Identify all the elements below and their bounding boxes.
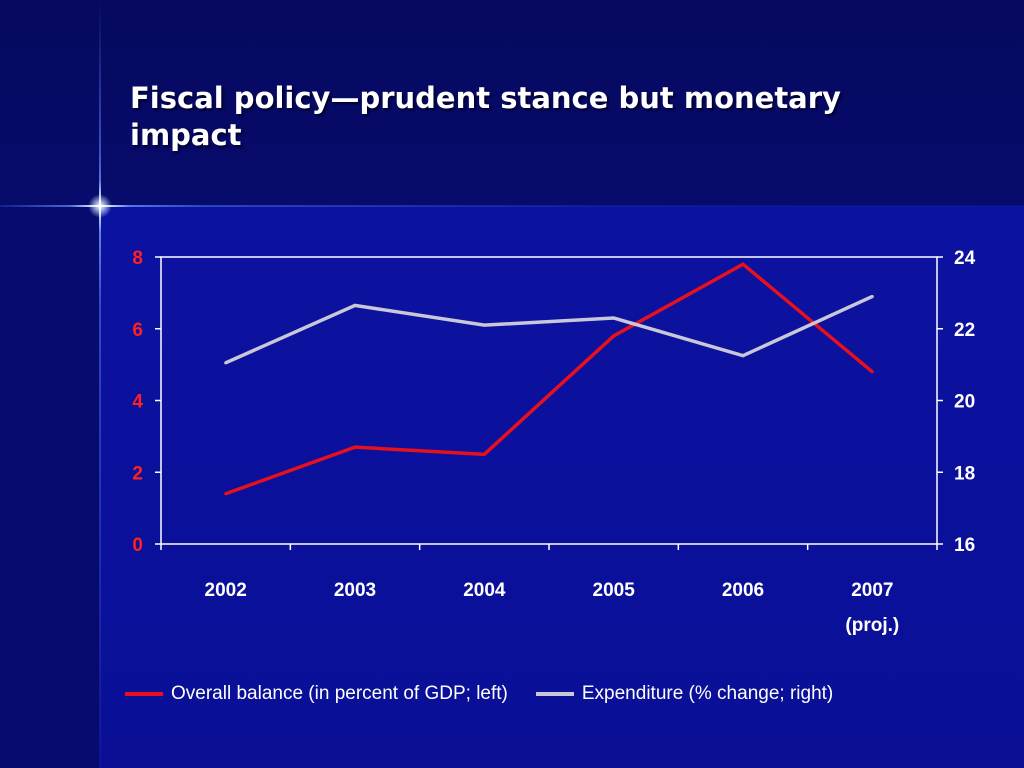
right-axis-tick-label: 24	[954, 248, 976, 269]
sparkle-horizontal-ray	[70, 205, 130, 207]
data-point-overall-balance	[482, 452, 486, 456]
decorative-vertical-line	[99, 0, 101, 768]
x-axis-tick-label: 2005	[593, 580, 636, 601]
right-axis-tick-label: 22	[954, 320, 975, 341]
right-axis-tick-label: 20	[954, 392, 975, 413]
data-point-expenditure	[741, 354, 745, 358]
content-panel	[100, 206, 1024, 768]
data-point-expenditure	[224, 361, 228, 365]
data-point-expenditure	[482, 323, 486, 327]
data-point-expenditure	[612, 316, 616, 320]
data-point-expenditure	[870, 294, 874, 298]
data-point-overall-balance	[224, 492, 228, 496]
data-point-overall-balance	[870, 370, 874, 374]
legend-item-expenditure: Expenditure (% change; right)	[535, 683, 834, 705]
right-axis-tick-label: 16	[954, 535, 975, 556]
series-line-expenditure	[224, 294, 874, 365]
series-line-overall-balance	[225, 262, 874, 496]
left-axis-tick-label: 2	[132, 463, 143, 484]
x-axis-tick-label: 2003	[334, 580, 376, 601]
data-point-overall-balance	[612, 334, 616, 338]
plot-area-frame	[160, 256, 938, 545]
left-margin-band	[0, 206, 100, 768]
left-axis-tick-label: 8	[132, 248, 143, 269]
legend-swatch-red	[125, 692, 163, 696]
x-axis-tick-label: 2006	[722, 580, 764, 601]
data-point-overall-balance	[741, 262, 745, 266]
header-band	[0, 0, 1024, 206]
left-axis-tick-label: 4	[132, 392, 143, 413]
legend-item-overall-balance: Overall balance (in percent of GDP; left…	[125, 683, 508, 705]
x-axis-tick-label: 2002	[205, 580, 247, 601]
right-axis-tick-label: 18	[954, 463, 975, 484]
slide-title: Fiscal policy—prudent stance but monetar…	[130, 81, 841, 152]
chart-legend: Overall balance (in percent of GDP; left…	[125, 680, 861, 708]
x-axis-tick-label: 2004	[463, 580, 506, 601]
decorative-horizontal-line	[0, 205, 1024, 207]
data-point-expenditure	[353, 303, 357, 307]
legend-label-overall-balance: Overall balance (in percent of GDP; left…	[171, 683, 508, 704]
left-axis-tick-label: 6	[132, 320, 143, 341]
legend-label-expenditure: Expenditure (% change; right)	[581, 683, 834, 704]
data-point-overall-balance	[353, 445, 357, 449]
x-axis-tick-sublabel: (proj.)	[845, 615, 899, 636]
x-axis-tick-label: 2007	[851, 580, 893, 601]
left-axis-tick-label: 0	[132, 535, 143, 556]
legend-swatch-gray	[535, 692, 574, 696]
